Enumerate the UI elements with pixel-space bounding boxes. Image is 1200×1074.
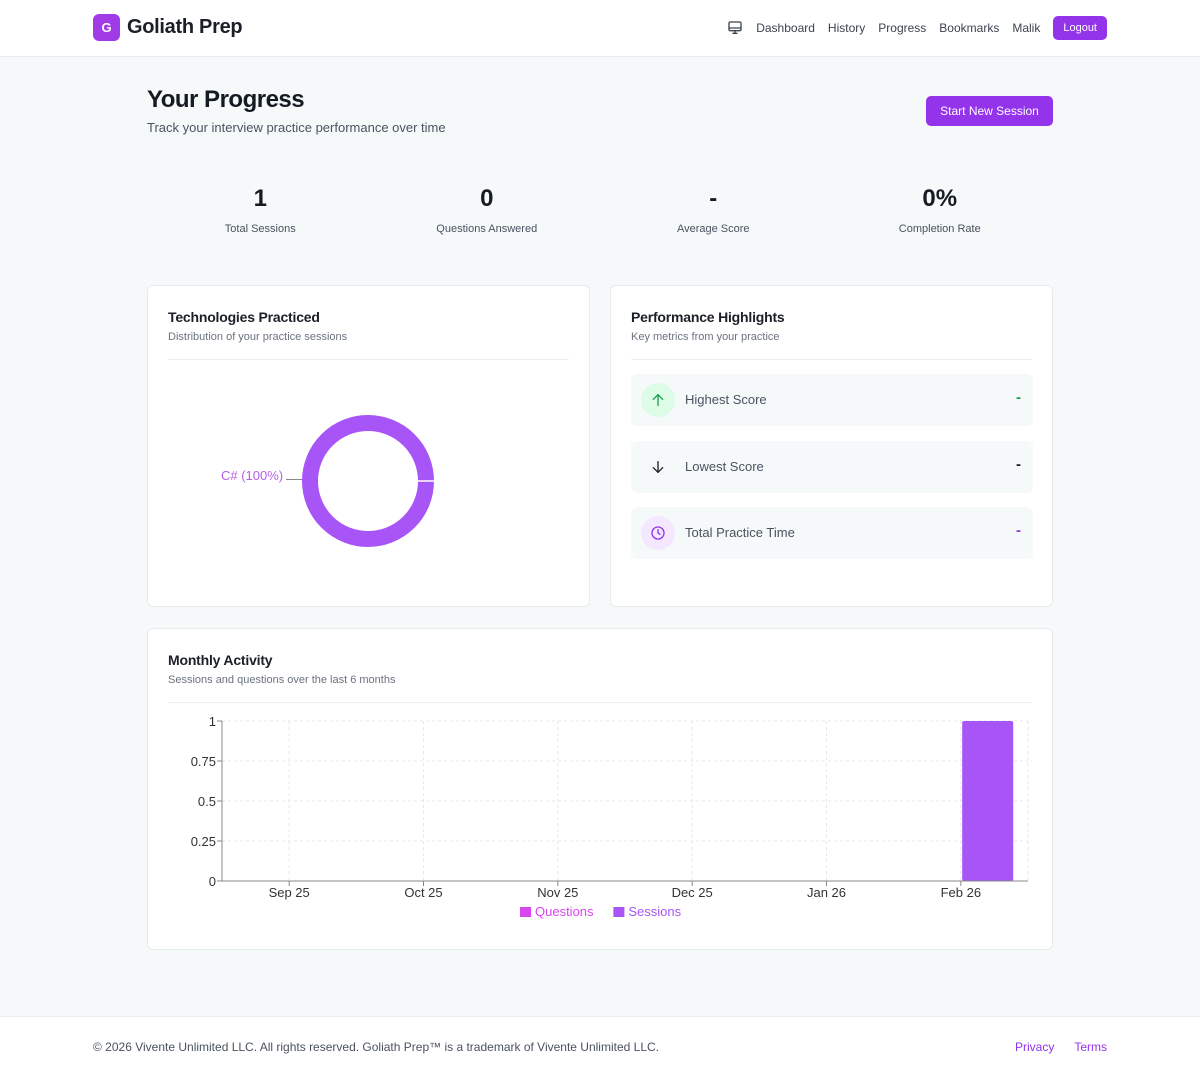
legend-swatch xyxy=(613,907,625,917)
footer-links: Privacy Terms xyxy=(995,1040,1107,1054)
brand[interactable]: G Goliath Prep xyxy=(93,14,243,41)
footer: © 2026 Vivente Unlimited LLC. All rights… xyxy=(0,1016,1200,1074)
copyright-text: © 2026 Vivente Unlimited LLC. All rights… xyxy=(93,1040,659,1054)
stat-questions-answered: 0 Questions Answered xyxy=(374,185,601,235)
x-tick-label: Oct 25 xyxy=(404,885,442,900)
monthly-activity-bar-chart: 0 0.25 0.5 0.75 1 Sep 25 Oct 25 Nov 25 Dec 25 Jan… xyxy=(191,714,1029,919)
metric-label: Lowest Score xyxy=(685,459,764,474)
card-title: Performance Highlights xyxy=(631,309,785,325)
legend-item-questions[interactable]: Questions xyxy=(535,904,594,919)
pie-label-leader-line xyxy=(286,479,303,480)
nav-dashboard[interactable]: Dashboard xyxy=(756,21,815,35)
stat-completion-rate: 0% Completion Rate xyxy=(827,185,1054,235)
terms-link[interactable]: Terms xyxy=(1074,1040,1107,1054)
nav-history[interactable]: History xyxy=(827,21,866,35)
clock-icon xyxy=(641,516,675,550)
monthly-activity-card: Monthly Activity Sessions and questions … xyxy=(147,628,1053,950)
technologies-donut-chart xyxy=(302,415,436,547)
metric-total-practice-time: Total Practice Time - xyxy=(631,507,1033,559)
y-tick-label: 0.5 xyxy=(198,794,216,809)
card-subtitle: Distribution of your practice sessions xyxy=(168,331,348,343)
y-tick-label: 1 xyxy=(209,714,216,729)
stat-label: Questions Answered xyxy=(436,223,538,235)
divider xyxy=(168,359,569,360)
pie-slice-label: C# (100%) xyxy=(221,468,284,483)
monitor-icon[interactable] xyxy=(727,20,743,36)
stat-label: Average Score xyxy=(676,223,750,235)
card-title: Monthly Activity xyxy=(168,652,273,668)
stat-label: Completion Rate xyxy=(898,223,981,235)
x-tick-label: Feb 26 xyxy=(941,885,981,900)
metric-label: Total Practice Time xyxy=(685,525,795,540)
metric-value: - xyxy=(1016,456,1021,473)
legend-swatch xyxy=(520,907,531,917)
y-tick-label: 0.75 xyxy=(191,754,216,769)
user-name: Malik xyxy=(1012,21,1041,35)
main-nav: Dashboard History Progress Bookmarks Mal… xyxy=(727,16,1107,40)
bar-sessions[interactable] xyxy=(962,721,1014,881)
metric-value: - xyxy=(1016,522,1021,539)
arrow-down-icon xyxy=(641,450,675,484)
stats-row: 1 Total Sessions 0 Questions Answered - … xyxy=(147,185,1053,235)
nav-bookmarks[interactable]: Bookmarks xyxy=(939,21,1000,35)
stat-value: 0 xyxy=(480,185,494,212)
legend-item-sessions[interactable]: Sessions xyxy=(628,904,681,919)
x-tick-label: Dec 25 xyxy=(672,885,713,900)
top-navbar: G Goliath Prep Dashboard History Progres… xyxy=(0,0,1200,57)
card-subtitle: Sessions and questions over the last 6 m… xyxy=(168,674,396,686)
x-tick-label: Sep 25 xyxy=(269,885,310,900)
y-tick-label: 0 xyxy=(209,874,216,889)
start-new-session-button[interactable]: Start New Session xyxy=(926,96,1053,126)
technologies-card: Technologies Practiced Distribution of y… xyxy=(147,285,590,607)
y-tick-label: 0.25 xyxy=(191,834,216,849)
page-subtitle: Track your interview practice performanc… xyxy=(147,120,446,135)
card-title: Technologies Practiced xyxy=(168,309,320,325)
brand-logo: G xyxy=(93,14,120,41)
metric-highest-score: Highest Score - xyxy=(631,374,1033,426)
stat-average-score: - Average Score xyxy=(600,185,827,235)
metric-lowest-score: Lowest Score - xyxy=(631,441,1033,493)
nav-progress[interactable]: Progress xyxy=(878,21,927,35)
divider xyxy=(631,359,1032,360)
brand-name: Goliath Prep xyxy=(127,16,243,38)
x-tick-label: Jan 26 xyxy=(807,885,846,900)
metric-value: - xyxy=(1016,389,1021,406)
arrow-up-icon xyxy=(641,383,675,417)
stat-value: 0% xyxy=(922,185,958,212)
x-tick-label: Nov 25 xyxy=(537,885,578,900)
divider xyxy=(168,702,1032,703)
pie-slice-csharp[interactable] xyxy=(302,415,434,547)
card-subtitle: Key metrics from your practice xyxy=(631,331,780,343)
stat-value: 1 xyxy=(253,185,267,212)
privacy-link[interactable]: Privacy xyxy=(1014,1040,1055,1054)
page-title: Your Progress xyxy=(147,86,305,113)
logout-button[interactable]: Logout xyxy=(1053,16,1107,40)
stat-total-sessions: 1 Total Sessions xyxy=(147,185,374,235)
stat-label: Total Sessions xyxy=(224,223,296,235)
metric-label: Highest Score xyxy=(685,392,767,407)
performance-card: Performance Highlights Key metrics from … xyxy=(610,285,1053,607)
stat-value: - xyxy=(709,185,718,212)
